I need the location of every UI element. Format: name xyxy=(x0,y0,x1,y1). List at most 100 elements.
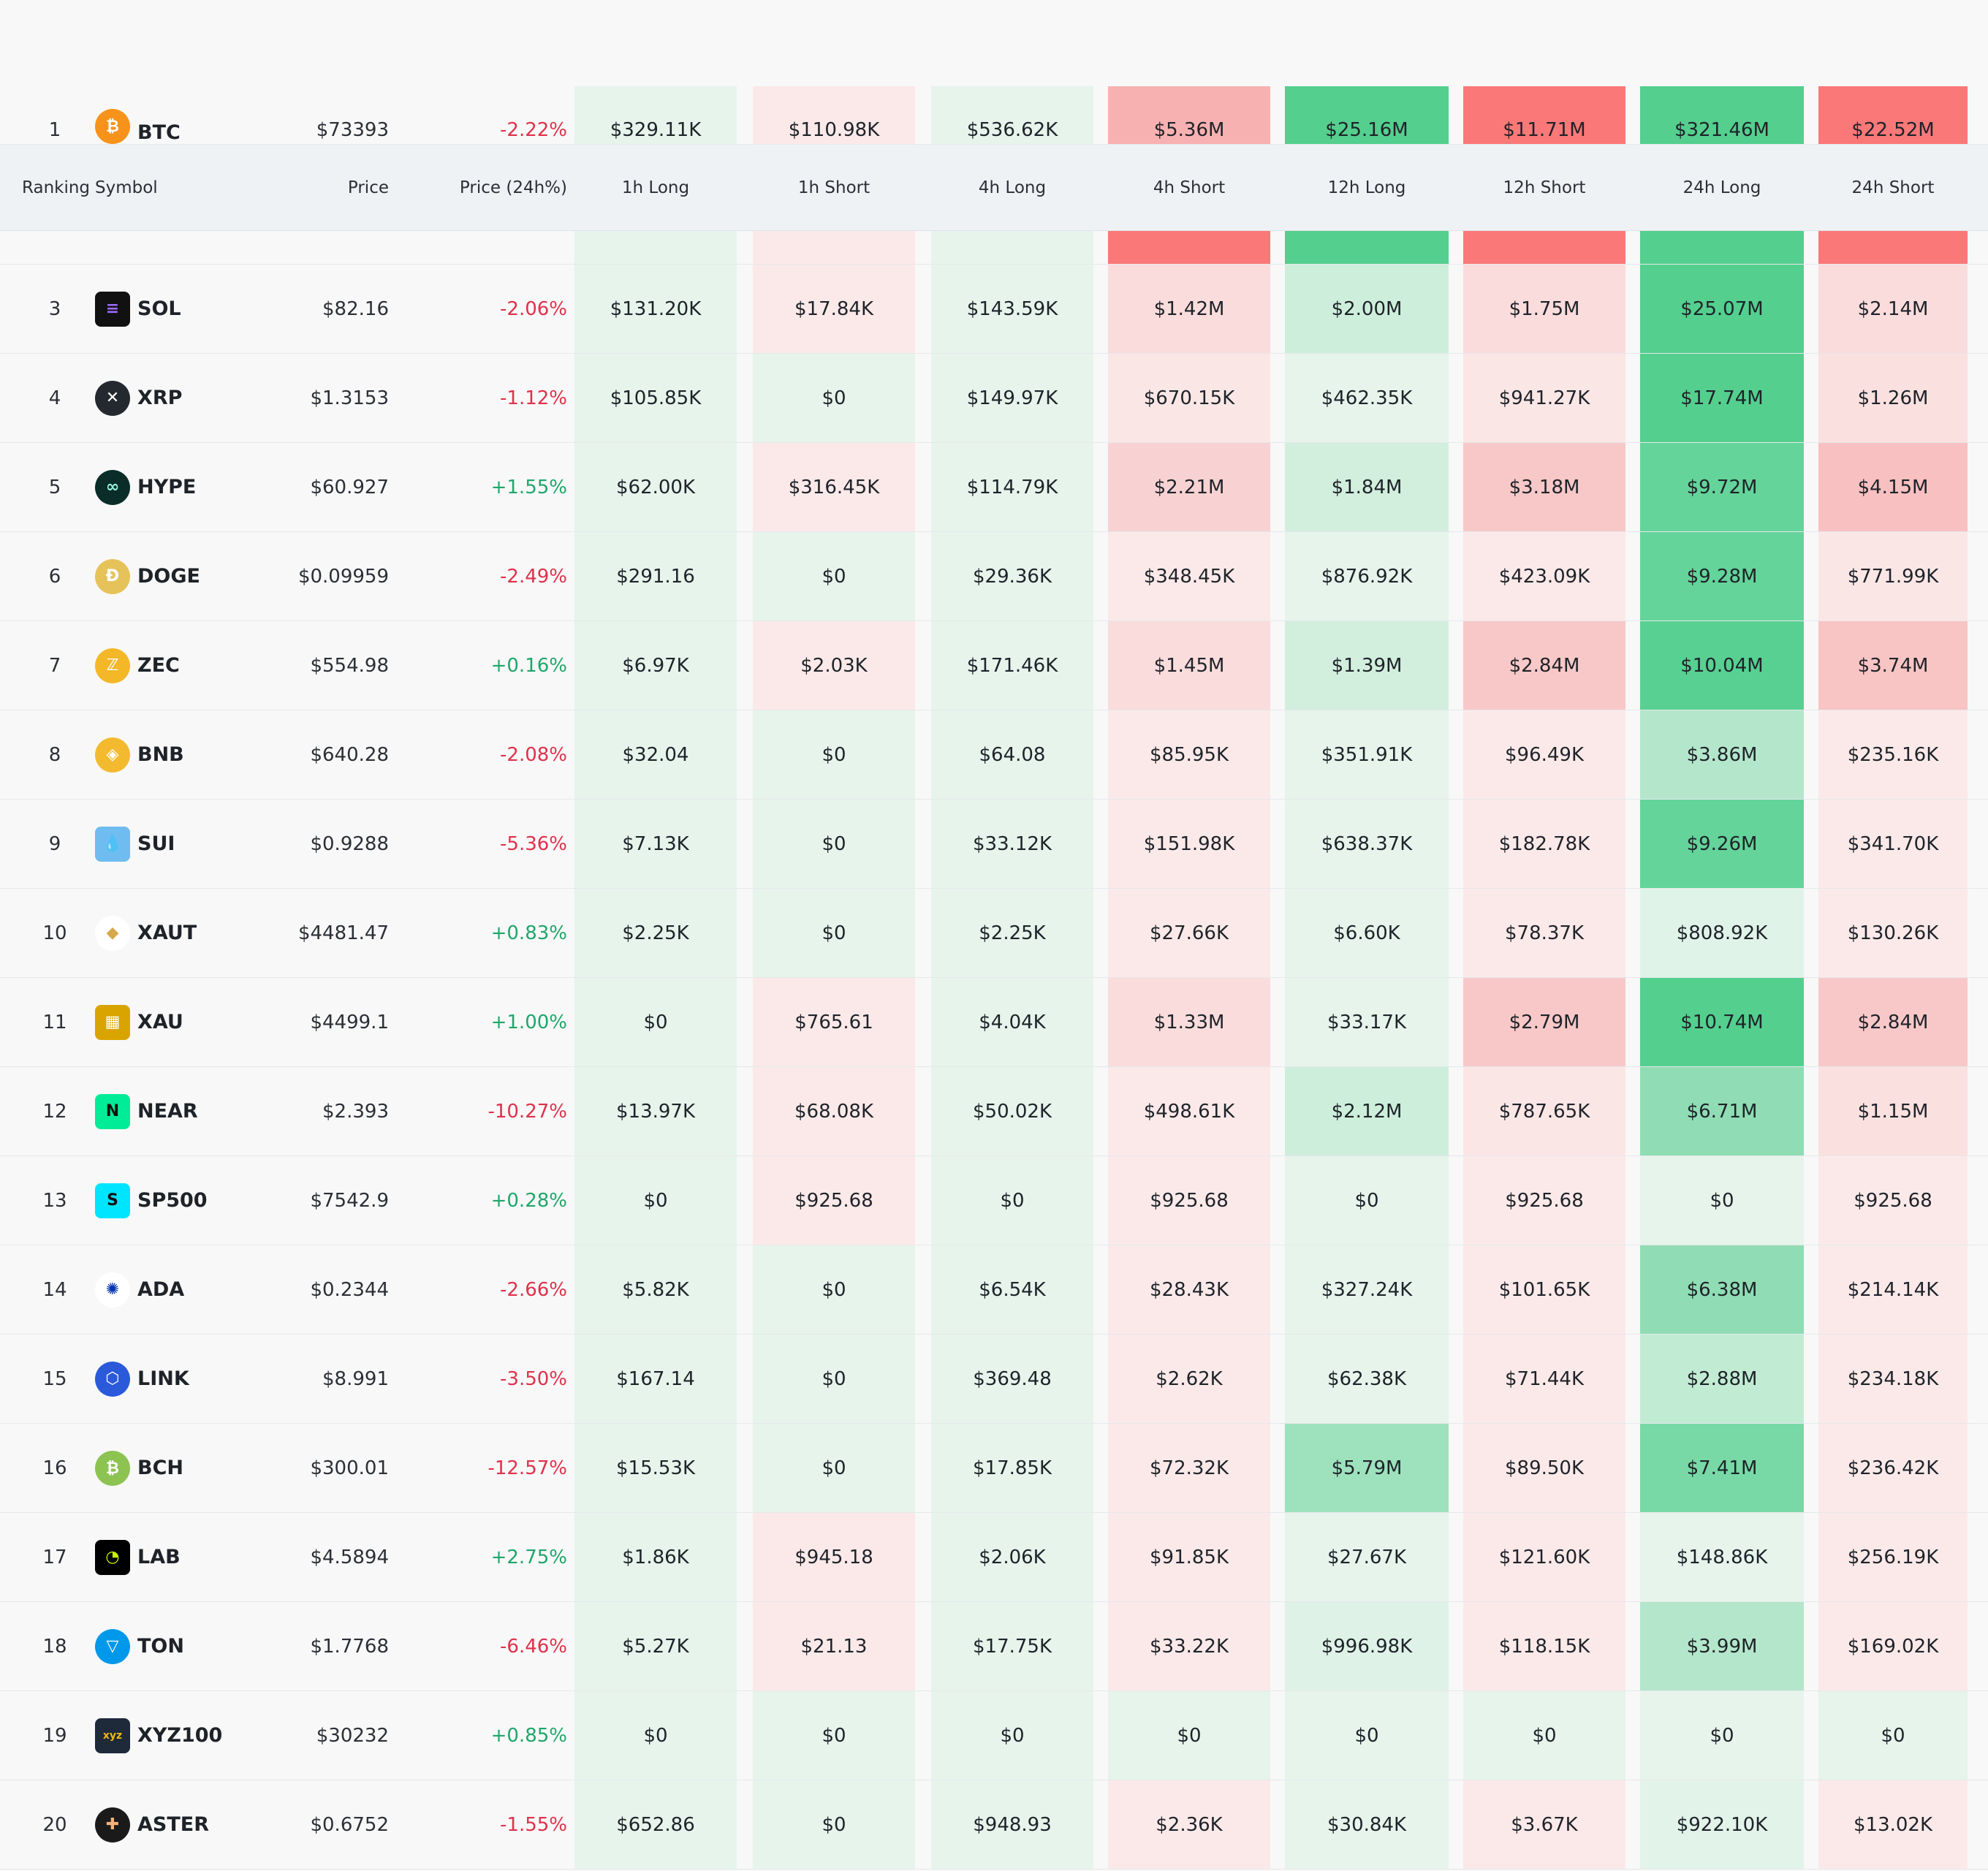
table-row[interactable]: 7 ℤ ZEC $554.98 +0.16% $6.97K $2.03K $171.46K $1… xyxy=(0,621,1988,710)
table-row[interactable]: 14 ✺ ADA $0.2344 -2.66% $5.82K $0 $6.54K $28.43K… xyxy=(0,1245,1988,1335)
symbol-cell[interactable]: S SP500 xyxy=(95,1156,278,1245)
liquidation-1h-short-cell: $0 xyxy=(753,710,915,799)
header-4h-long[interactable]: 4h Long xyxy=(978,178,1047,197)
symbol-cell[interactable]: ▽ TON xyxy=(95,1602,278,1690)
liquidation-12h-short-cell: $11.71M xyxy=(1463,86,1625,144)
table-row[interactable]: 3 ≡ SOL $82.16 -2.06% $131.20K $17.84K $143.59K… xyxy=(0,265,1988,354)
table-row[interactable]: 11 ▦ XAU $4499.1 +1.00% $0 $765.61 $4.04K $1.33M… xyxy=(0,978,1988,1067)
symbol-cell[interactable]: ℤ ZEC xyxy=(95,621,278,710)
liquidation-4h-short-cell: $670.15K xyxy=(1108,354,1270,442)
xrp-icon: ✕ xyxy=(95,380,130,416)
price-cell: $0.09959 xyxy=(297,565,389,588)
symbol-cell[interactable]: ⬡ LINK xyxy=(95,1335,278,1423)
liquidation-1h-short-cell: $0 xyxy=(753,1424,915,1512)
table-row[interactable]: 19 xyz XYZ100 $30232 +0.85% $0 $0 $0 $0 $0 $0 $0 $0 xyxy=(0,1691,1988,1780)
bnb-icon: ◈ xyxy=(95,737,130,773)
row2-color-bar xyxy=(931,231,1093,264)
liquidation-12h-short-cell: $101.65K xyxy=(1463,1245,1625,1334)
header-24h-short[interactable]: 24h Short xyxy=(1851,178,1935,197)
header-price-change[interactable]: Price (24h%) xyxy=(459,178,567,197)
liquidation-24h-short-cell: $2.14M xyxy=(1818,265,1968,353)
table-row[interactable]: 4 ✕ XRP $1.3153 -1.12% $105.85K $0 $149.97K $670… xyxy=(0,354,1988,443)
liquidation-24h-short-cell: $925.68 xyxy=(1818,1156,1968,1245)
symbol-cell[interactable]: N NEAR xyxy=(95,1067,278,1155)
symbol-cell[interactable]: ✚ ASTER xyxy=(95,1780,278,1869)
price-change-cell: +1.55% xyxy=(490,476,567,498)
liquidation-1h-long-cell: $0 xyxy=(574,1156,737,1245)
symbol-cell[interactable]: ◔ LAB xyxy=(95,1513,278,1601)
table-row[interactable]: 5 ∞ HYPE $60.927 +1.55% $62.00K $316.45K $114.7… xyxy=(0,443,1988,532)
price-cell: $0.6752 xyxy=(310,1813,389,1836)
header-1h-short[interactable]: 1h Short xyxy=(797,178,870,197)
header-1h-long[interactable]: 1h Long xyxy=(621,178,690,197)
table-row[interactable]: 8 ◈ BNB $640.28 -2.08% $32.04 $0 $64.08 $85.95K $… xyxy=(0,710,1988,800)
near-icon: N xyxy=(95,1093,130,1129)
symbol-cell[interactable]: xyz XYZ100 xyxy=(95,1691,278,1780)
liquidation-24h-long-cell: $922.10K xyxy=(1640,1780,1804,1869)
table-row-partial xyxy=(0,231,1988,265)
table-row[interactable]: 15 ⬡ LINK $8.991 -3.50% $167.14 $0 $369.48 $2.62… xyxy=(0,1335,1988,1424)
liquidation-4h-long-cell: $17.85K xyxy=(931,1424,1093,1512)
rank-cell: 10 xyxy=(42,922,67,944)
table-row[interactable]: 20 ✚ ASTER $0.6752 -1.55% $652.86 $0 $948.93 $2.… xyxy=(0,1780,1988,1870)
liquidation-12h-long-cell: $62.38K xyxy=(1285,1335,1449,1423)
liquidation-4h-short-cell: $348.45K xyxy=(1108,532,1270,620)
table-row[interactable]: 1 ₿ BTC $73393 -2.22% $329.11K $110.98K $536.62… xyxy=(0,86,1988,145)
liquidation-12h-short-cell: $89.50K xyxy=(1463,1424,1625,1512)
symbol-cell[interactable]: 💧 SUI xyxy=(95,800,278,888)
liquidation-4h-long-cell: $948.93 xyxy=(931,1780,1093,1869)
liquidation-1h-long-cell: $6.97K xyxy=(574,621,737,710)
symbol-cell[interactable]: ₿ BTC xyxy=(95,86,278,144)
sp500-icon: S xyxy=(95,1183,130,1218)
liquidation-4h-long-cell: $64.08 xyxy=(931,710,1093,799)
symbol-cell[interactable]: ✕ XRP xyxy=(95,354,278,442)
price-cell: $4481.47 xyxy=(297,922,389,944)
symbol-cell[interactable]: ∞ HYPE xyxy=(95,443,278,531)
liquidation-12h-long-cell: $5.79M xyxy=(1285,1424,1449,1512)
header-12h-long[interactable]: 12h Long xyxy=(1327,178,1406,197)
liquidation-24h-long-cell: $148.86K xyxy=(1640,1513,1804,1601)
table-row[interactable]: 10 ◆ XAUT $4481.47 +0.83% $2.25K $0 $2.25K $27.6… xyxy=(0,889,1988,978)
symbol-cell[interactable]: ✺ ADA xyxy=(95,1245,278,1334)
liquidation-12h-short-cell: $118.15K xyxy=(1463,1602,1625,1690)
table-row[interactable]: 18 ▽ TON $1.7768 -6.46% $5.27K $21.13 $17.75K $3… xyxy=(0,1602,1988,1691)
header-symbol[interactable]: Symbol xyxy=(95,178,158,197)
liquidation-4h-short-cell: $151.98K xyxy=(1108,800,1270,888)
liquidation-1h-short-cell: $0 xyxy=(753,1691,915,1780)
symbol-name: XAU xyxy=(137,1011,183,1033)
liquidation-4h-long-cell: $6.54K xyxy=(931,1245,1093,1334)
table-row[interactable]: 17 ◔ LAB $4.5894 +2.75% $1.86K $945.18 $2.06K $9… xyxy=(0,1513,1988,1602)
symbol-cell[interactable]: ◆ XAUT xyxy=(95,889,278,977)
price-change-cell: -1.12% xyxy=(500,387,567,409)
header-24h-long[interactable]: 24h Long xyxy=(1682,178,1761,197)
price-change-cell: +0.28% xyxy=(490,1189,567,1212)
liquidation-4h-long-cell: $33.12K xyxy=(931,800,1093,888)
tether-gold-icon: ◆ xyxy=(95,915,130,951)
liquidation-1h-long-cell: $5.82K xyxy=(574,1245,737,1334)
symbol-cell[interactable]: ◈ BNB xyxy=(95,710,278,799)
liquidation-1h-long-cell: $7.13K xyxy=(574,800,737,888)
header-price[interactable]: Price xyxy=(347,178,389,197)
table-row[interactable]: 12 N NEAR $2.393 -10.27% $13.97K $68.08K $50.02… xyxy=(0,1067,1988,1156)
symbol-cell[interactable]: Ð DOGE xyxy=(95,532,278,620)
table-row[interactable]: 6 Ð DOGE $0.09959 -2.49% $291.16 $0 $29.36K $348… xyxy=(0,532,1988,621)
row2-color-bar xyxy=(1818,231,1968,264)
table-row[interactable]: 13 S SP500 $7542.9 +0.28% $0 $925.68 $0 $925.68 $… xyxy=(0,1156,1988,1245)
symbol-cell[interactable]: ▦ XAU xyxy=(95,978,278,1066)
symbol-cell[interactable]: ≡ SOL xyxy=(95,265,278,353)
liquidation-4h-long-cell: $143.59K xyxy=(931,265,1093,353)
header-12h-short[interactable]: 12h Short xyxy=(1503,178,1586,197)
price-cell: $554.98 xyxy=(310,654,389,677)
liquidation-12h-long-cell: $996.98K xyxy=(1285,1602,1449,1690)
liquidation-1h-short-cell: $765.61 xyxy=(753,978,915,1066)
table-row[interactable]: 16 ₿ BCH $300.01 -12.57% $15.53K $0 $17.85K $72.… xyxy=(0,1424,1988,1513)
symbol-cell[interactable]: ₿ BCH xyxy=(95,1424,278,1512)
header-ranking[interactable]: Ranking xyxy=(22,178,91,197)
cardano-icon: ✺ xyxy=(95,1272,130,1308)
table-row[interactable]: 9 💧 SUI $0.9288 -5.36% $7.13K $0 $33.12K $151.98… xyxy=(0,800,1988,889)
header-4h-short[interactable]: 4h Short xyxy=(1153,178,1226,197)
bitcoin-cash-icon: ₿ xyxy=(95,1450,130,1486)
price-change-cell: +0.85% xyxy=(490,1724,567,1747)
rank-cell: 11 xyxy=(42,1011,67,1033)
